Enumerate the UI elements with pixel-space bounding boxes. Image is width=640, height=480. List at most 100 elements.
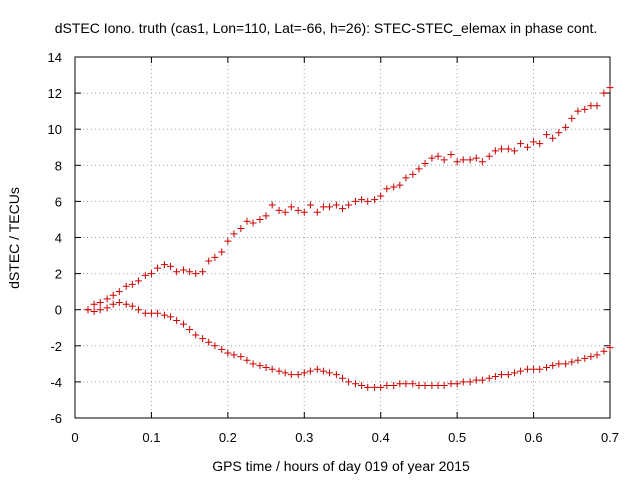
data-point	[237, 353, 245, 361]
data-point	[103, 304, 111, 312]
data-point	[319, 367, 327, 375]
y-tick-label: 6	[55, 194, 62, 209]
data-point	[453, 158, 461, 166]
data-point	[434, 382, 442, 390]
data-point	[128, 280, 136, 288]
data-point	[600, 89, 608, 97]
data-point	[466, 156, 474, 164]
data-point	[147, 309, 155, 317]
data-point	[306, 367, 314, 375]
data-point	[497, 371, 505, 379]
data-point	[510, 147, 518, 155]
data-point	[300, 208, 308, 216]
y-tick-label: -2	[50, 339, 62, 354]
data-point	[160, 311, 168, 319]
data-point	[287, 371, 295, 379]
data-point	[383, 185, 391, 193]
data-point	[574, 107, 582, 115]
data-point	[606, 84, 614, 92]
data-point	[543, 131, 551, 139]
x-tick-label: 0.7	[601, 430, 619, 445]
data-point	[523, 365, 531, 373]
data-point	[313, 365, 321, 373]
data-point	[237, 224, 245, 232]
y-tick-label: 0	[55, 303, 62, 318]
data-point	[230, 230, 238, 238]
y-tick-label: -6	[50, 411, 62, 426]
data-point	[587, 353, 595, 361]
series-upper	[84, 84, 614, 314]
data-point	[313, 208, 321, 216]
data-point	[128, 302, 136, 310]
data-point	[96, 306, 104, 314]
data-point	[192, 331, 200, 339]
y-tick-label: 14	[48, 50, 62, 65]
y-tick-label: 12	[48, 86, 62, 101]
data-point	[300, 369, 308, 377]
data-point	[154, 264, 162, 272]
data-point	[230, 351, 238, 359]
data-point	[530, 138, 538, 146]
data-point	[428, 154, 436, 162]
data-point	[115, 298, 123, 306]
data-point	[134, 277, 142, 285]
data-point	[555, 129, 563, 137]
data-point	[472, 154, 480, 162]
data-point	[147, 270, 155, 278]
data-point	[402, 174, 410, 182]
data-point	[339, 374, 346, 382]
y-tick-label: 8	[55, 158, 62, 173]
x-tick-label: 0.1	[142, 430, 160, 445]
data-point	[402, 380, 410, 388]
data-point	[549, 134, 557, 142]
data-point	[268, 201, 276, 209]
data-point	[421, 382, 429, 390]
data-point	[409, 380, 417, 388]
data-point	[351, 380, 359, 388]
data-point	[141, 271, 149, 279]
data-point	[530, 365, 538, 373]
data-point	[243, 217, 251, 225]
data-point	[262, 363, 270, 371]
data-point	[581, 105, 589, 113]
data-point	[593, 102, 601, 110]
data-point	[294, 371, 302, 379]
x-tick-label: 0.3	[295, 430, 313, 445]
data-point	[294, 206, 302, 214]
data-point	[574, 356, 582, 364]
x-tick-labels: 0 0.1 0.2 0.3 0.4 0.5 0.6 0.7	[71, 430, 619, 445]
data-point	[485, 152, 493, 160]
x-tick-label: 0.5	[448, 430, 466, 445]
data-point	[262, 212, 270, 220]
data-point	[364, 197, 372, 205]
data-point	[517, 367, 525, 375]
data-point	[199, 268, 207, 276]
y-tick-label: 2	[55, 267, 62, 282]
data-point	[224, 349, 232, 357]
data-point	[103, 295, 111, 303]
data-point	[523, 143, 531, 151]
x-tick-label: 0.2	[219, 430, 237, 445]
data-point	[491, 147, 499, 155]
data-point	[186, 268, 194, 276]
data-point	[478, 376, 486, 384]
data-point	[218, 248, 226, 256]
data-point	[497, 145, 505, 153]
data-point	[587, 102, 595, 110]
data-point	[84, 306, 92, 314]
data-point	[478, 158, 486, 166]
data-point	[549, 362, 557, 370]
data-point	[371, 383, 379, 391]
x-axis-label: GPS time / hours of day 019 of year 2015	[212, 458, 470, 474]
data-point	[440, 156, 448, 164]
data-point	[415, 165, 423, 173]
data-point	[205, 338, 213, 346]
data-point	[466, 378, 474, 386]
data-point	[364, 383, 372, 391]
data-point	[536, 140, 544, 148]
data-point	[536, 365, 544, 373]
series-lower	[84, 298, 614, 391]
data-point	[517, 140, 525, 148]
data-point	[205, 257, 213, 265]
data-point	[90, 308, 98, 316]
